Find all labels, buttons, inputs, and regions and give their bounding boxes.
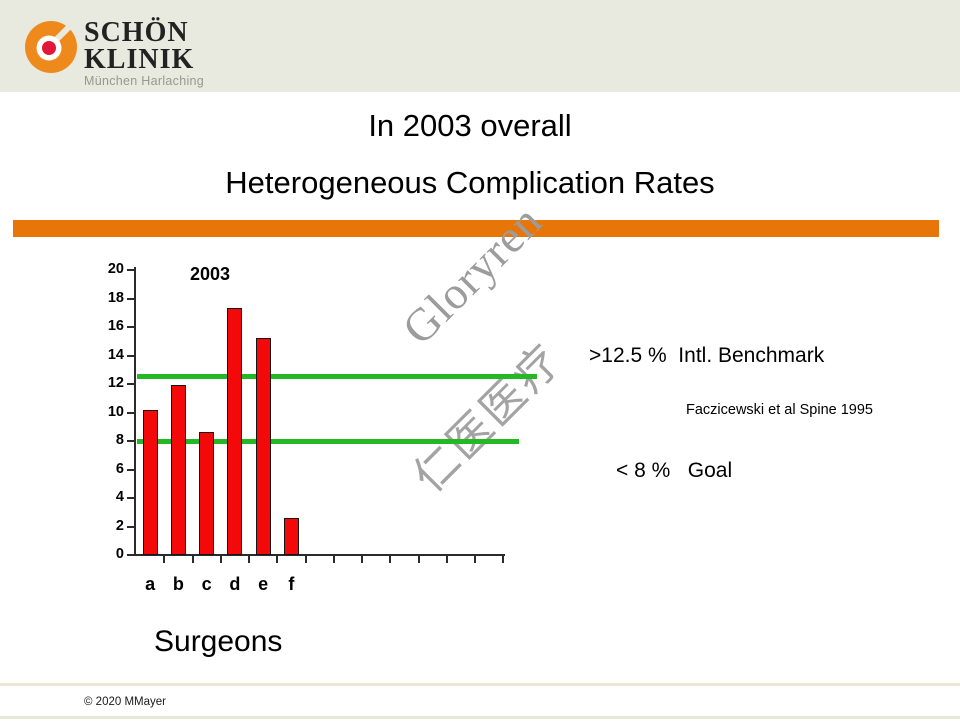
x-category-label: b [172,574,184,594]
y-axis-tick [127,468,135,471]
schon-klinik-logo-icon [25,19,77,73]
bar-d [227,308,243,555]
y-axis-tick-label: 8 [115,432,124,448]
y-axis-tick-label: 10 [107,403,124,420]
x-axis-tick [332,556,335,563]
y-axis-tick-label: 0 [115,546,124,562]
y-axis-tick-label: 2 [115,517,124,534]
goal-line [137,438,519,444]
x-axis-tick [248,556,250,563]
y-axis-tick-label: 6 [115,460,124,477]
y-axis-tick [127,326,135,328]
x-axis-tick [417,556,420,563]
y-axis-tick [127,297,135,300]
logo-subtitle: München Harlaching [84,74,205,88]
y-axis-tick-label: 20 [107,261,124,277]
y-axis-tick-label: 18 [107,289,124,306]
x-category-label: e [258,574,269,594]
x-category-label: c [201,574,212,594]
x-axis-tick [191,556,194,563]
x-category-label: f [288,574,295,594]
watermark-cjk-text: 仁医医疗 [404,334,572,502]
footer-rule-bottom [0,716,960,719]
goal-annotation: < 8 % Goal [616,459,733,482]
y-axis-tick [127,525,135,528]
x-axis-tick [361,556,363,563]
bar-a [142,409,158,555]
x-axis-line [134,554,506,556]
logo-wordmark-line1: SCHÖN [84,17,189,48]
benchmark-annotation: >12.5 % Intl. Benchmark [589,344,825,367]
x-axis-tick [304,556,307,563]
x-axis-tick [474,556,476,563]
citation-annotation: Faczicewski et al Spine 1995 [686,402,873,418]
bar-f [283,517,299,555]
slide-title-line1: In 2003 overall [368,108,572,143]
y-axis-tick [127,554,135,556]
bar-e [255,338,271,555]
x-axis-tick [219,556,222,563]
xaxis-title: Surgeons [154,625,283,658]
y-axis-line [134,267,136,556]
copyright-text: © 2020 MMayer [84,696,166,708]
x-axis-tick [276,556,279,563]
y-axis-tick [127,497,135,499]
x-axis-tick [163,556,166,563]
y-axis-tick-label: 14 [107,346,124,363]
header-band: SCHÖN KLINIK München Harlaching [0,0,960,92]
benchmark-line [137,374,537,380]
x-category-label: a [145,574,156,594]
y-axis-tick [127,354,135,357]
footer-rule-top [0,683,960,686]
bar-c [199,432,215,555]
y-axis-tick-label: 16 [107,318,124,334]
slide-title-line2: Heterogeneous Complication Rates [225,165,715,200]
x-axis-tick [502,556,505,563]
y-axis-tick-label: 4 [115,489,124,505]
orange-divider [13,220,939,237]
y-axis-tick [127,411,135,414]
x-axis-tick [445,556,448,563]
x-category-label: d [229,574,241,594]
y-axis-tick [127,269,135,271]
chart-year-label: 2003 [190,264,231,284]
y-axis-tick [127,383,135,385]
logo-wordmark-line2: KLINIK [84,44,195,75]
y-axis-tick [127,440,135,442]
y-axis-tick-label: 12 [107,375,124,391]
bar-b [170,385,186,555]
x-axis-tick [389,556,392,563]
